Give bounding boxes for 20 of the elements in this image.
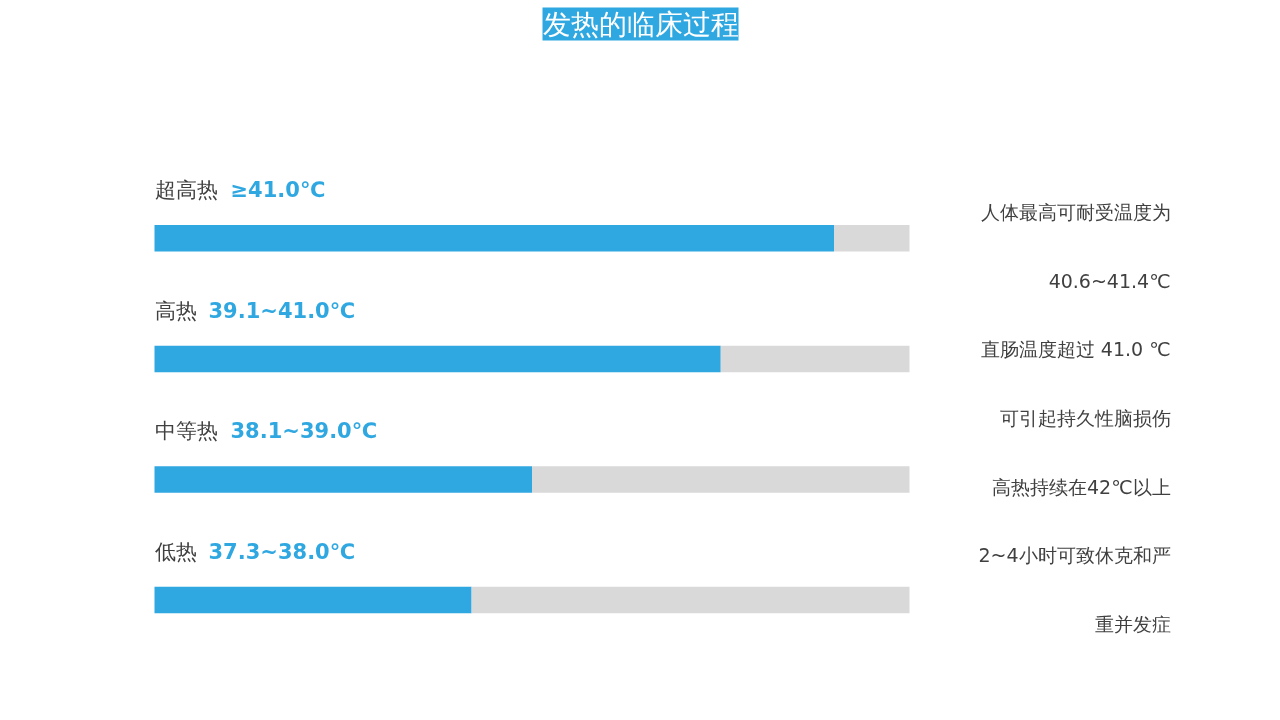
bar [154, 586, 472, 614]
bar [532, 466, 910, 493]
bar [720, 345, 910, 373]
text: 重并发症 [1094, 613, 1171, 636]
text: 高热持续在42℃以上 [991, 475, 1171, 498]
bar [471, 586, 910, 614]
text: 可引起持久性脑损伤 [999, 406, 1171, 429]
text: 直肠温度超过 41.0 ℃ [980, 338, 1171, 361]
bar [154, 466, 532, 493]
y-tick-label: 高热 39.1~41.0℃ [154, 298, 356, 323]
bar [834, 225, 910, 252]
y-tick-label: 中等热 38.1~39.0℃ [154, 419, 378, 444]
y-tick-label: 低热 37.3~38.0℃ [154, 539, 356, 564]
text: 40.6~41.4℃ [1048, 269, 1171, 292]
bar [154, 345, 721, 373]
bar [154, 225, 834, 252]
y-tick-label: 超高热 ≥41.0℃ [154, 178, 326, 203]
chart-title: 发热的临床过程 [542, 7, 739, 41]
text: 人体最高可耐受温度为 [980, 200, 1171, 223]
text: 2~4小时可致休克和严 [978, 544, 1171, 567]
